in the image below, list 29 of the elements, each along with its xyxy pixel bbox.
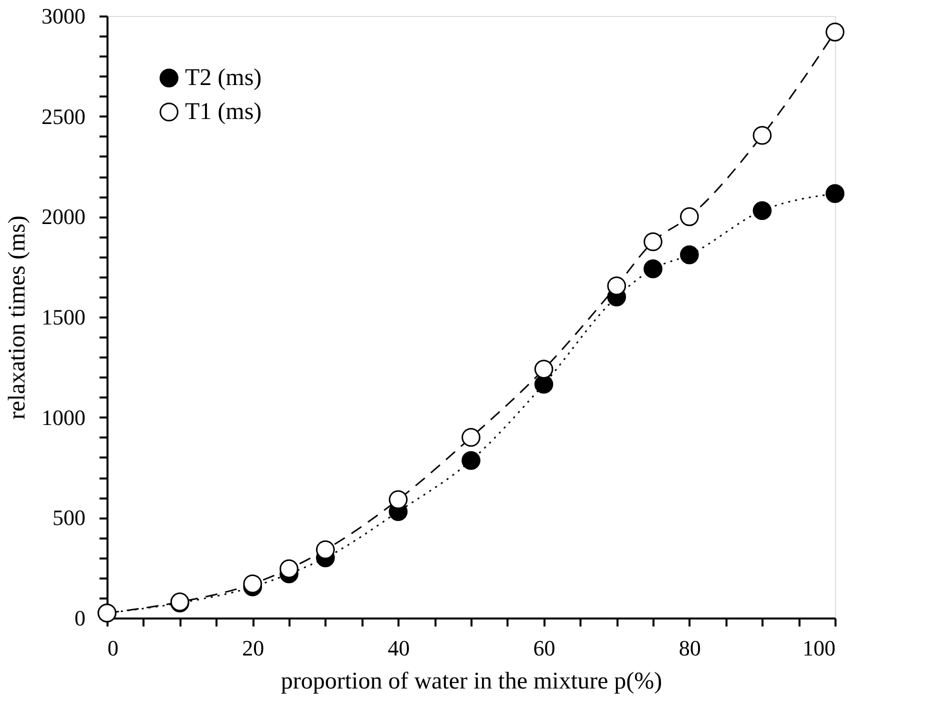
y-tick-label: 1500	[42, 304, 86, 330]
legend-label: T1 (ms)	[185, 99, 262, 125]
x-tick-label: 100	[802, 636, 836, 660]
point	[607, 276, 626, 296]
point	[243, 574, 262, 594]
point	[388, 490, 408, 509]
x-tick-label: 60	[533, 636, 556, 660]
point	[644, 259, 662, 278]
y-tick-label: 0	[74, 606, 86, 630]
point	[680, 245, 699, 264]
point	[280, 559, 298, 578]
y-tick-label: 2000	[42, 204, 86, 230]
point	[680, 207, 699, 226]
y-axis-title: relaxation times (ms)	[4, 216, 30, 420]
x-tick-label: 0	[108, 636, 118, 660]
y-tick-label: 500	[52, 505, 86, 530]
x-axis-title: proportion of water in the mixture p(%)	[280, 668, 662, 694]
point	[534, 374, 554, 394]
y-tick-label: 1000	[42, 404, 86, 430]
x-tick-label: 40	[388, 636, 410, 660]
x-tick-label: 20	[242, 636, 264, 660]
y-tick-label: 2500	[42, 104, 86, 129]
legend-label: T2 (ms)	[185, 65, 262, 91]
x-tick-label: 80	[678, 636, 701, 660]
point	[752, 201, 772, 220]
point	[316, 540, 335, 560]
point	[462, 451, 480, 470]
point	[826, 184, 844, 203]
y-tick-label: 3000	[42, 4, 86, 28]
